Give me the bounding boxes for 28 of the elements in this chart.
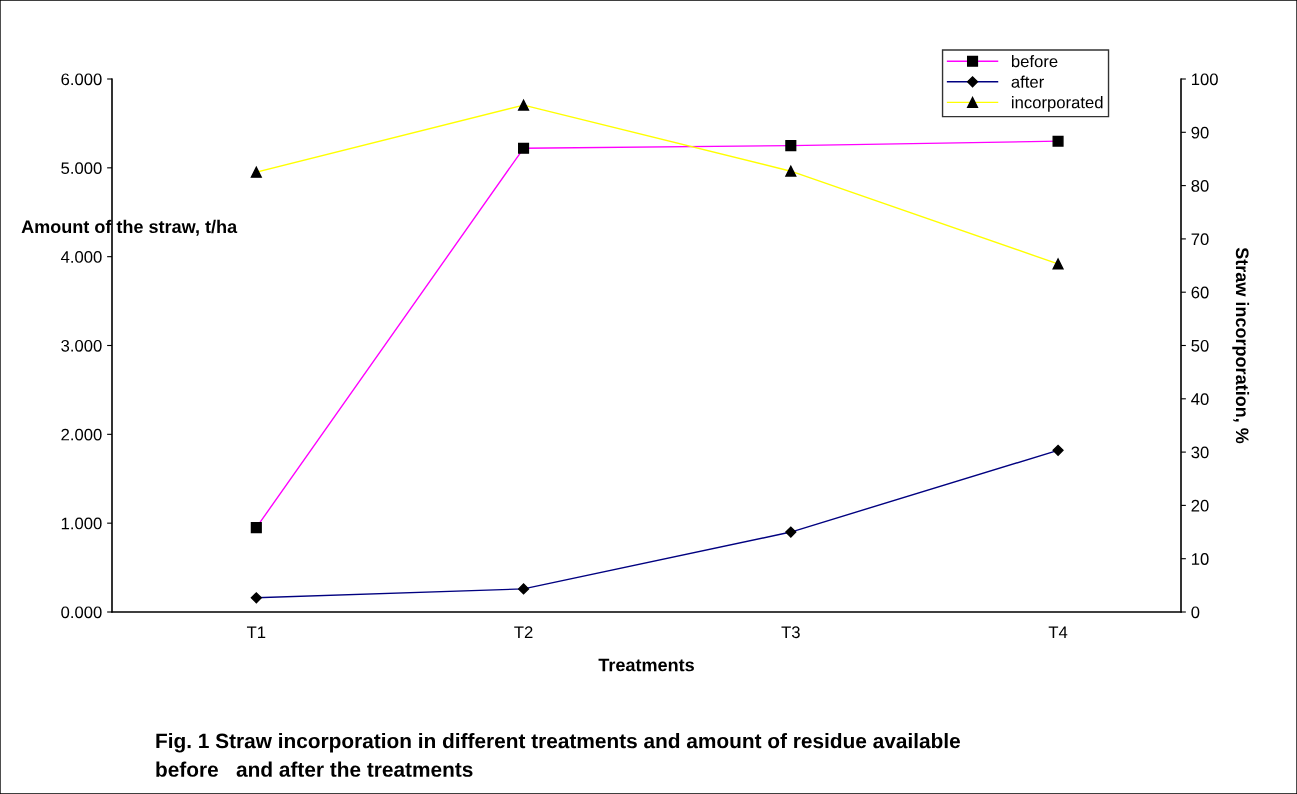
y-tick-label: 0.000 <box>61 606 102 619</box>
y2-axis-title: Straw incorporation, % <box>1232 247 1250 444</box>
y2-tick-label: 70 <box>1191 233 1209 246</box>
y2-tick-label: 80 <box>1191 180 1209 192</box>
x-tick-label: T2 <box>514 626 533 638</box>
y-tick-label: 3.000 <box>61 339 102 352</box>
y-tick-label: 2.000 <box>61 428 102 441</box>
legend-label: incorporated <box>1012 96 1103 112</box>
x-tick-label: T1 <box>246 626 266 638</box>
y-tick-label: 5.000 <box>61 162 102 175</box>
y-tick-label: 1.000 <box>61 517 102 530</box>
y2-tick-label: 90 <box>1191 126 1209 139</box>
y2-tick-label: 20 <box>1191 499 1209 512</box>
y2-tick-label: 0 <box>1191 606 1200 619</box>
caption: Fig. 1 Straw incorporation in different treatments and amount of residue available before and after the treatments <box>156 733 960 777</box>
y-tick-label: 4.000 <box>60 251 102 263</box>
legend-label: before <box>1011 55 1058 68</box>
y2-tick-label: 30 <box>1191 446 1209 459</box>
y-tick-label: 6.000 <box>61 73 102 86</box>
legend-label: after <box>1011 75 1044 88</box>
x-axis-title: Treatments <box>598 658 694 672</box>
y2-tick-label: 10 <box>1191 553 1209 565</box>
y2-tick-label: 40 <box>1191 393 1209 405</box>
x-tick-label: T3 <box>781 626 800 639</box>
y2-tick-label: 50 <box>1191 339 1209 352</box>
x-tick-label: T4 <box>1048 626 1068 638</box>
y2-tick-label: 60 <box>1191 286 1209 299</box>
y2-tick-label: 100 <box>1191 73 1218 86</box>
